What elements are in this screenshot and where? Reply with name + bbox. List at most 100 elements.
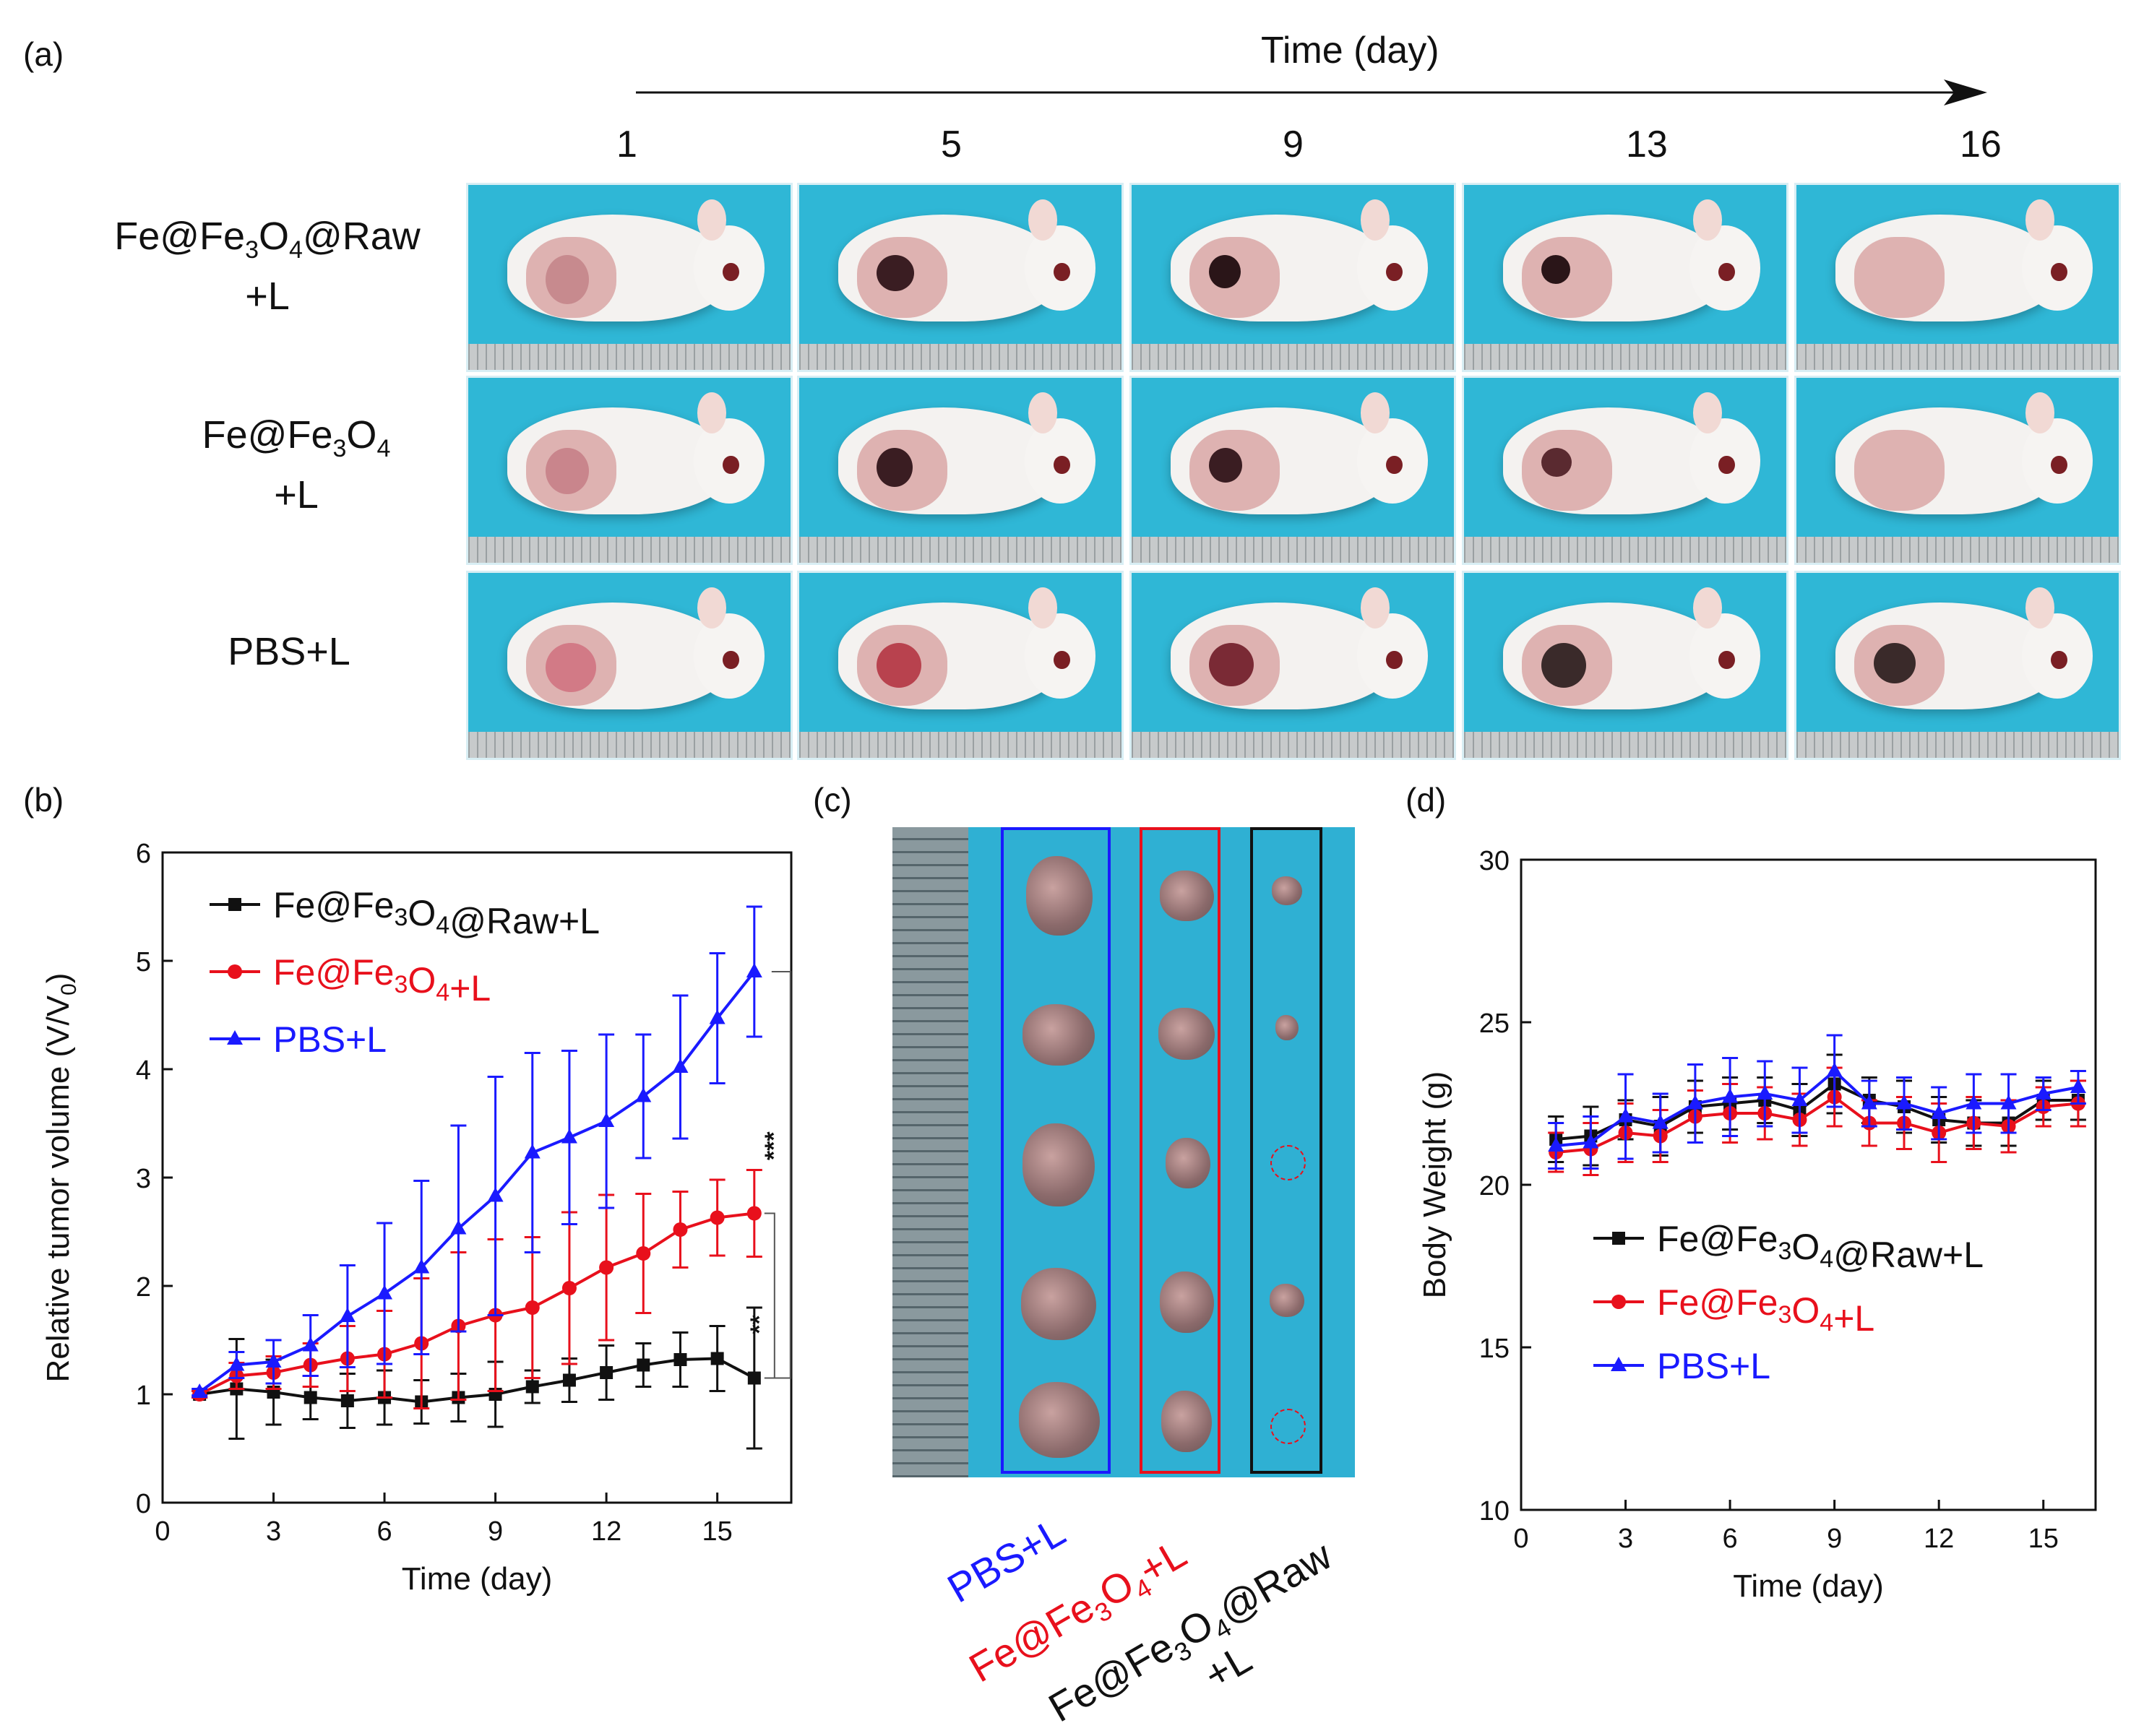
data-point <box>1896 1094 1912 1110</box>
ruler <box>468 537 791 563</box>
mouse-eye <box>1718 455 1735 475</box>
panel-b-label: (b) <box>23 781 64 819</box>
mouse-photo-r1-c2 <box>797 183 1124 372</box>
mouse-eye <box>1718 650 1735 670</box>
data-point <box>2000 1094 2017 1110</box>
tumor-spot <box>546 643 597 693</box>
y-tick-label: 4 <box>136 1055 151 1086</box>
tumor-pbs-1 <box>1026 856 1093 936</box>
tumor-absent-marker-1 <box>1270 1145 1306 1180</box>
y-tick-label: 25 <box>1479 1009 1510 1039</box>
data-point <box>487 1187 504 1202</box>
tumor-spot <box>1209 255 1241 289</box>
fe3o4-group-box <box>1140 827 1220 1474</box>
mouse-ear <box>1028 199 1057 241</box>
y-tick-label: 3 <box>136 1164 151 1194</box>
data-point <box>525 1380 539 1394</box>
y-tick-label: 5 <box>136 947 151 977</box>
legend-entry: Fe@Fe3O4+L <box>273 952 491 1009</box>
data-point <box>747 1371 761 1385</box>
data-point <box>265 1353 282 1368</box>
data-point <box>673 1222 688 1237</box>
x-axis-label: Time (day) <box>1733 1568 1884 1604</box>
y-tick-label: 15 <box>1479 1334 1510 1364</box>
y-tick-label: 10 <box>1479 1496 1510 1526</box>
x-tick-label: 12 <box>1924 1524 1954 1554</box>
data-point <box>561 1128 577 1144</box>
tumor-spot <box>546 448 590 495</box>
time-arrow <box>636 79 1987 105</box>
legend-marker <box>1612 1232 1625 1245</box>
x-tick-label: 12 <box>591 1516 621 1547</box>
data-point <box>1687 1094 1703 1110</box>
tumor-fe3o4-4 <box>1160 1271 1214 1333</box>
mouse-ear <box>1360 587 1390 629</box>
day-label-1: 1 <box>616 124 637 165</box>
row-label-raw: Fe@Fe3O4@Raw +L <box>114 215 421 318</box>
time-axis-title: Time (day) <box>1261 30 1439 72</box>
day-label-5: 5 <box>941 124 962 165</box>
data-point <box>1617 1107 1634 1123</box>
ruler <box>1796 732 2119 758</box>
x-tick-label: 3 <box>266 1516 281 1547</box>
significance-label: *** <box>760 1131 788 1160</box>
tumor-pbs-3 <box>1023 1123 1095 1206</box>
data-point <box>2070 1079 2086 1093</box>
data-point <box>1583 1133 1599 1149</box>
data-point <box>599 1260 614 1275</box>
ruler <box>468 732 791 758</box>
ruler <box>1796 537 2119 563</box>
tumor-spot <box>877 255 915 292</box>
series-line <box>199 1212 755 1396</box>
tumor-spot <box>877 643 922 688</box>
mouse-ear <box>1360 199 1390 241</box>
series-line <box>1555 1068 2079 1147</box>
data-point <box>450 1219 467 1235</box>
x-tick-label: 9 <box>1827 1524 1842 1554</box>
mouse-eye <box>723 650 739 670</box>
data-point <box>340 1394 354 1407</box>
legend-entry: Fe@Fe3O4@Raw+L <box>273 885 600 941</box>
series-line <box>199 1357 755 1404</box>
mouse-eye <box>1386 455 1403 475</box>
plot-frame <box>1520 858 2097 1511</box>
mouse-photo-r1-c3 <box>1129 183 1456 372</box>
mouse-photo-r1-c5 <box>1794 183 2121 372</box>
significance-label: ** <box>746 1315 773 1334</box>
data-point <box>303 1391 317 1404</box>
tumor-spot <box>1874 643 1916 684</box>
legend-marker <box>227 1030 243 1045</box>
data-point <box>191 1383 208 1398</box>
data-point <box>1757 1085 1773 1100</box>
data-point <box>637 1358 650 1372</box>
mouse-photo-r2-c4 <box>1462 376 1788 565</box>
legend-marker <box>228 898 241 911</box>
data-point <box>2035 1085 2052 1100</box>
tumor-spot <box>877 448 913 488</box>
series-line <box>1555 1082 2078 1141</box>
label-pbs: PBS+L <box>939 1508 1073 1612</box>
data-point <box>746 1206 762 1221</box>
tumor-spot <box>1541 448 1572 478</box>
data-point <box>339 1308 356 1322</box>
data-point <box>302 1336 319 1352</box>
data-point <box>376 1284 393 1300</box>
mouse-eye <box>1386 262 1403 282</box>
tumor-raw-2 <box>1275 1015 1299 1040</box>
mouse-eye <box>2051 262 2067 282</box>
mouse-eye <box>1718 262 1735 282</box>
tumor-pbs-5 <box>1019 1382 1100 1458</box>
data-point <box>710 1352 724 1365</box>
mouse-photo-r2-c1 <box>466 376 793 565</box>
y-axis-label: Relative tumor volume (V/V0) <box>40 973 81 1383</box>
mouse-ear <box>1360 392 1390 433</box>
ruler <box>1132 344 1454 370</box>
day-label-16: 16 <box>1960 124 2002 165</box>
y-tick-label: 30 <box>1479 846 1510 876</box>
mouse-ear <box>2025 392 2054 433</box>
legend-entry: PBS+L <box>273 1019 387 1060</box>
mouse-photo-r2-c5 <box>1794 376 2121 565</box>
mouse-ear <box>1692 199 1722 241</box>
data-point <box>635 1087 652 1102</box>
tumor-spot <box>1541 255 1571 285</box>
